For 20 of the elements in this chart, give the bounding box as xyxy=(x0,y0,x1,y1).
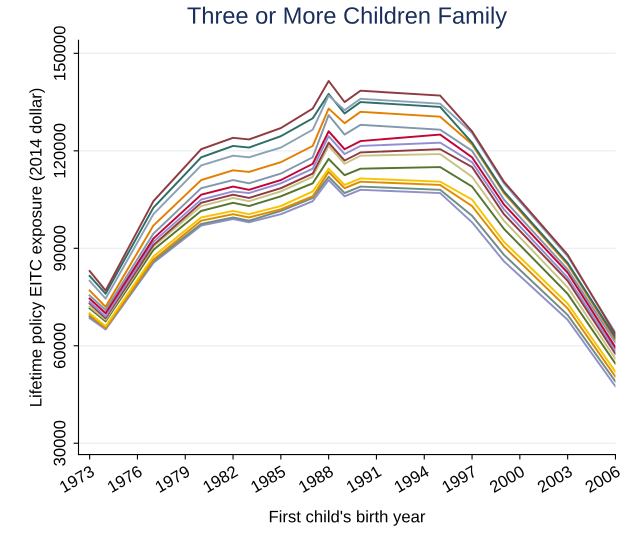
x-tick-label: 1988 xyxy=(298,465,334,493)
x-tick-label: 1991 xyxy=(346,465,382,493)
x-tick-label: 1997 xyxy=(441,465,478,493)
x-tick-label: 1979 xyxy=(154,465,191,493)
x-axis-title: First child's birth year xyxy=(270,510,426,526)
chart-title: Three or More Children Family xyxy=(187,6,508,29)
x-tick-label: 1982 xyxy=(202,465,238,493)
y-tick-label: 150000 xyxy=(54,26,66,80)
x-tick-label: 1985 xyxy=(250,465,286,493)
y-axis-title: Lifetime policy EITC exposure (2014 dollar) xyxy=(29,88,45,406)
x-tick-label: 2000 xyxy=(488,465,526,494)
x-tick-label: 1976 xyxy=(106,465,143,493)
x-tick-label: 2006 xyxy=(584,465,621,494)
x-tick-label: 1994 xyxy=(393,464,430,493)
y-tick-label: 120000 xyxy=(54,124,66,178)
x-tick-label: 2003 xyxy=(536,465,574,494)
y-tick-label: 60000 xyxy=(54,323,66,368)
x-tick-label: 1973 xyxy=(58,465,96,493)
y-tick-label: 30000 xyxy=(54,420,66,466)
y-tick-label: 90000 xyxy=(54,226,66,271)
